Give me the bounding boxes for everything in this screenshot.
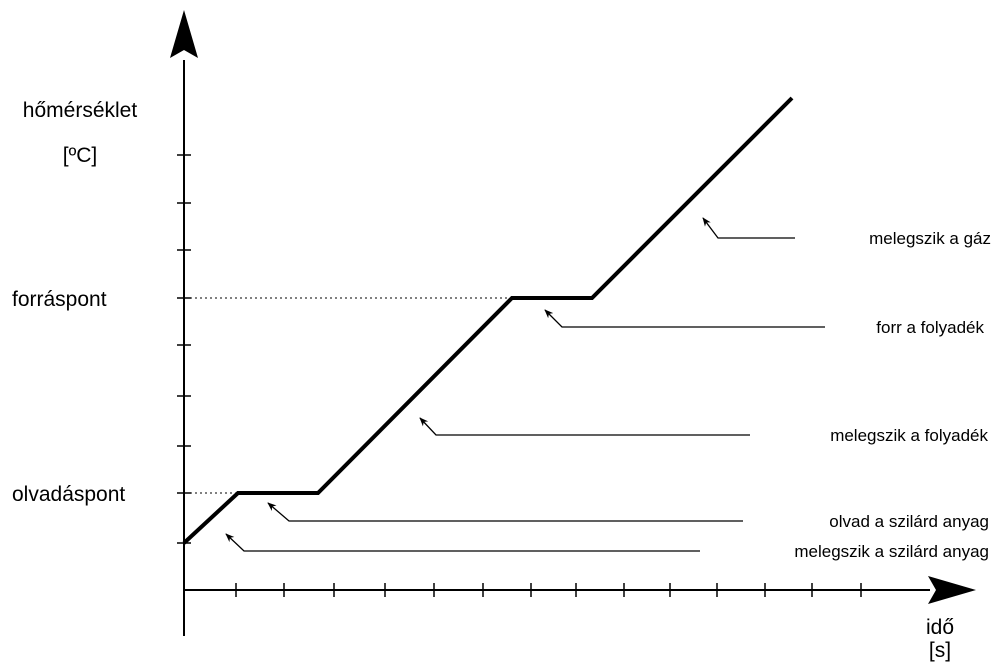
arrow-melting: [267, 502, 743, 522]
x-axis-label-line1: idő: [926, 616, 954, 639]
y-axis-label-line1: hőmérséklet: [23, 99, 138, 122]
y-axis-ticks: [177, 154, 191, 544]
annotation-boiling: forr a folyadék: [876, 318, 984, 337]
arrow-boiling: [544, 309, 825, 328]
annotation-gas: melegszik a gáz: [869, 229, 991, 248]
melting-point-label: olvadáspont: [12, 483, 125, 506]
y-axis-label-line2: [ºC]: [63, 144, 98, 167]
x-axis-label-line2: [s]: [929, 639, 951, 662]
heating-curve: [182, 96, 794, 545]
arrow-gas: [702, 217, 795, 239]
x-axis-ticks: [235, 583, 862, 597]
annotation-liquid: melegszik a folyadék: [830, 426, 988, 445]
annotation-solid: melegszik a szilárd anyag: [794, 542, 989, 561]
y-axis-arrowhead: [170, 10, 198, 58]
boiling-point-label: forráspont: [12, 288, 107, 311]
x-axis-arrowhead: [928, 576, 976, 604]
arrow-solid: [225, 533, 700, 552]
annotation-arrows: [225, 217, 825, 552]
arrow-liquid: [419, 417, 750, 436]
annotation-melting: olvad a szilárd anyag: [829, 512, 989, 531]
